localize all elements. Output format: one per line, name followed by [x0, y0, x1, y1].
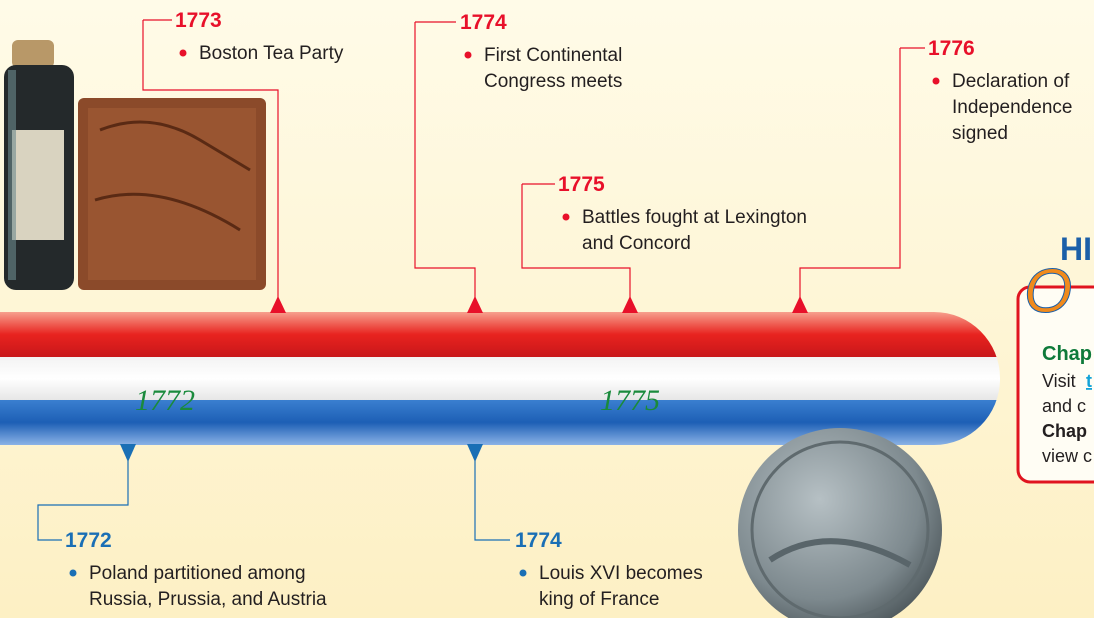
bullet — [520, 570, 527, 577]
sidebar-text: Chap — [1042, 421, 1087, 441]
bullet — [563, 214, 570, 221]
bullet — [933, 78, 940, 85]
event-text: Poland partitioned among — [89, 563, 306, 584]
event-year: 1775 — [558, 173, 605, 196]
timeline-page: 1772 1775 HI O Chap Visit t and c Chap v… — [0, 0, 1094, 618]
event-text: Declaration of — [952, 71, 1070, 92]
event-text: Independence — [952, 97, 1072, 118]
sidebar-text: Visit — [1042, 371, 1076, 391]
event-year: 1776 — [928, 37, 975, 60]
event-text: and Concord — [582, 233, 691, 254]
event-text: king of France — [539, 589, 659, 610]
sidebar-link[interactable]: t — [1086, 371, 1092, 391]
sidebar-text: and c — [1042, 396, 1086, 416]
event-year: 1774 — [460, 11, 507, 34]
bullet — [70, 570, 77, 577]
sidebar-text: view c — [1042, 446, 1092, 466]
bullet — [465, 52, 472, 59]
event-text: signed — [952, 123, 1008, 144]
event-year: 1772 — [65, 529, 112, 552]
event-text: Russia, Prussia, and Austria — [89, 589, 327, 610]
event-text: Boston Tea Party — [199, 43, 344, 64]
timeline-bar — [0, 312, 1000, 445]
event-text: Louis XVI becomes — [539, 563, 703, 584]
event-text: Congress meets — [484, 71, 622, 92]
event-text: First Continental — [484, 45, 622, 66]
sidebar-title: Chap — [1042, 343, 1092, 365]
event-year: 1774 — [515, 529, 562, 552]
bullet — [180, 50, 187, 57]
event-year: 1773 — [175, 9, 222, 32]
event-text: Battles fought at Lexington — [582, 207, 807, 228]
sidebar-logo: O — [1024, 257, 1072, 326]
axis-label: 1775 — [600, 384, 660, 417]
axis-label: 1772 — [135, 384, 195, 417]
